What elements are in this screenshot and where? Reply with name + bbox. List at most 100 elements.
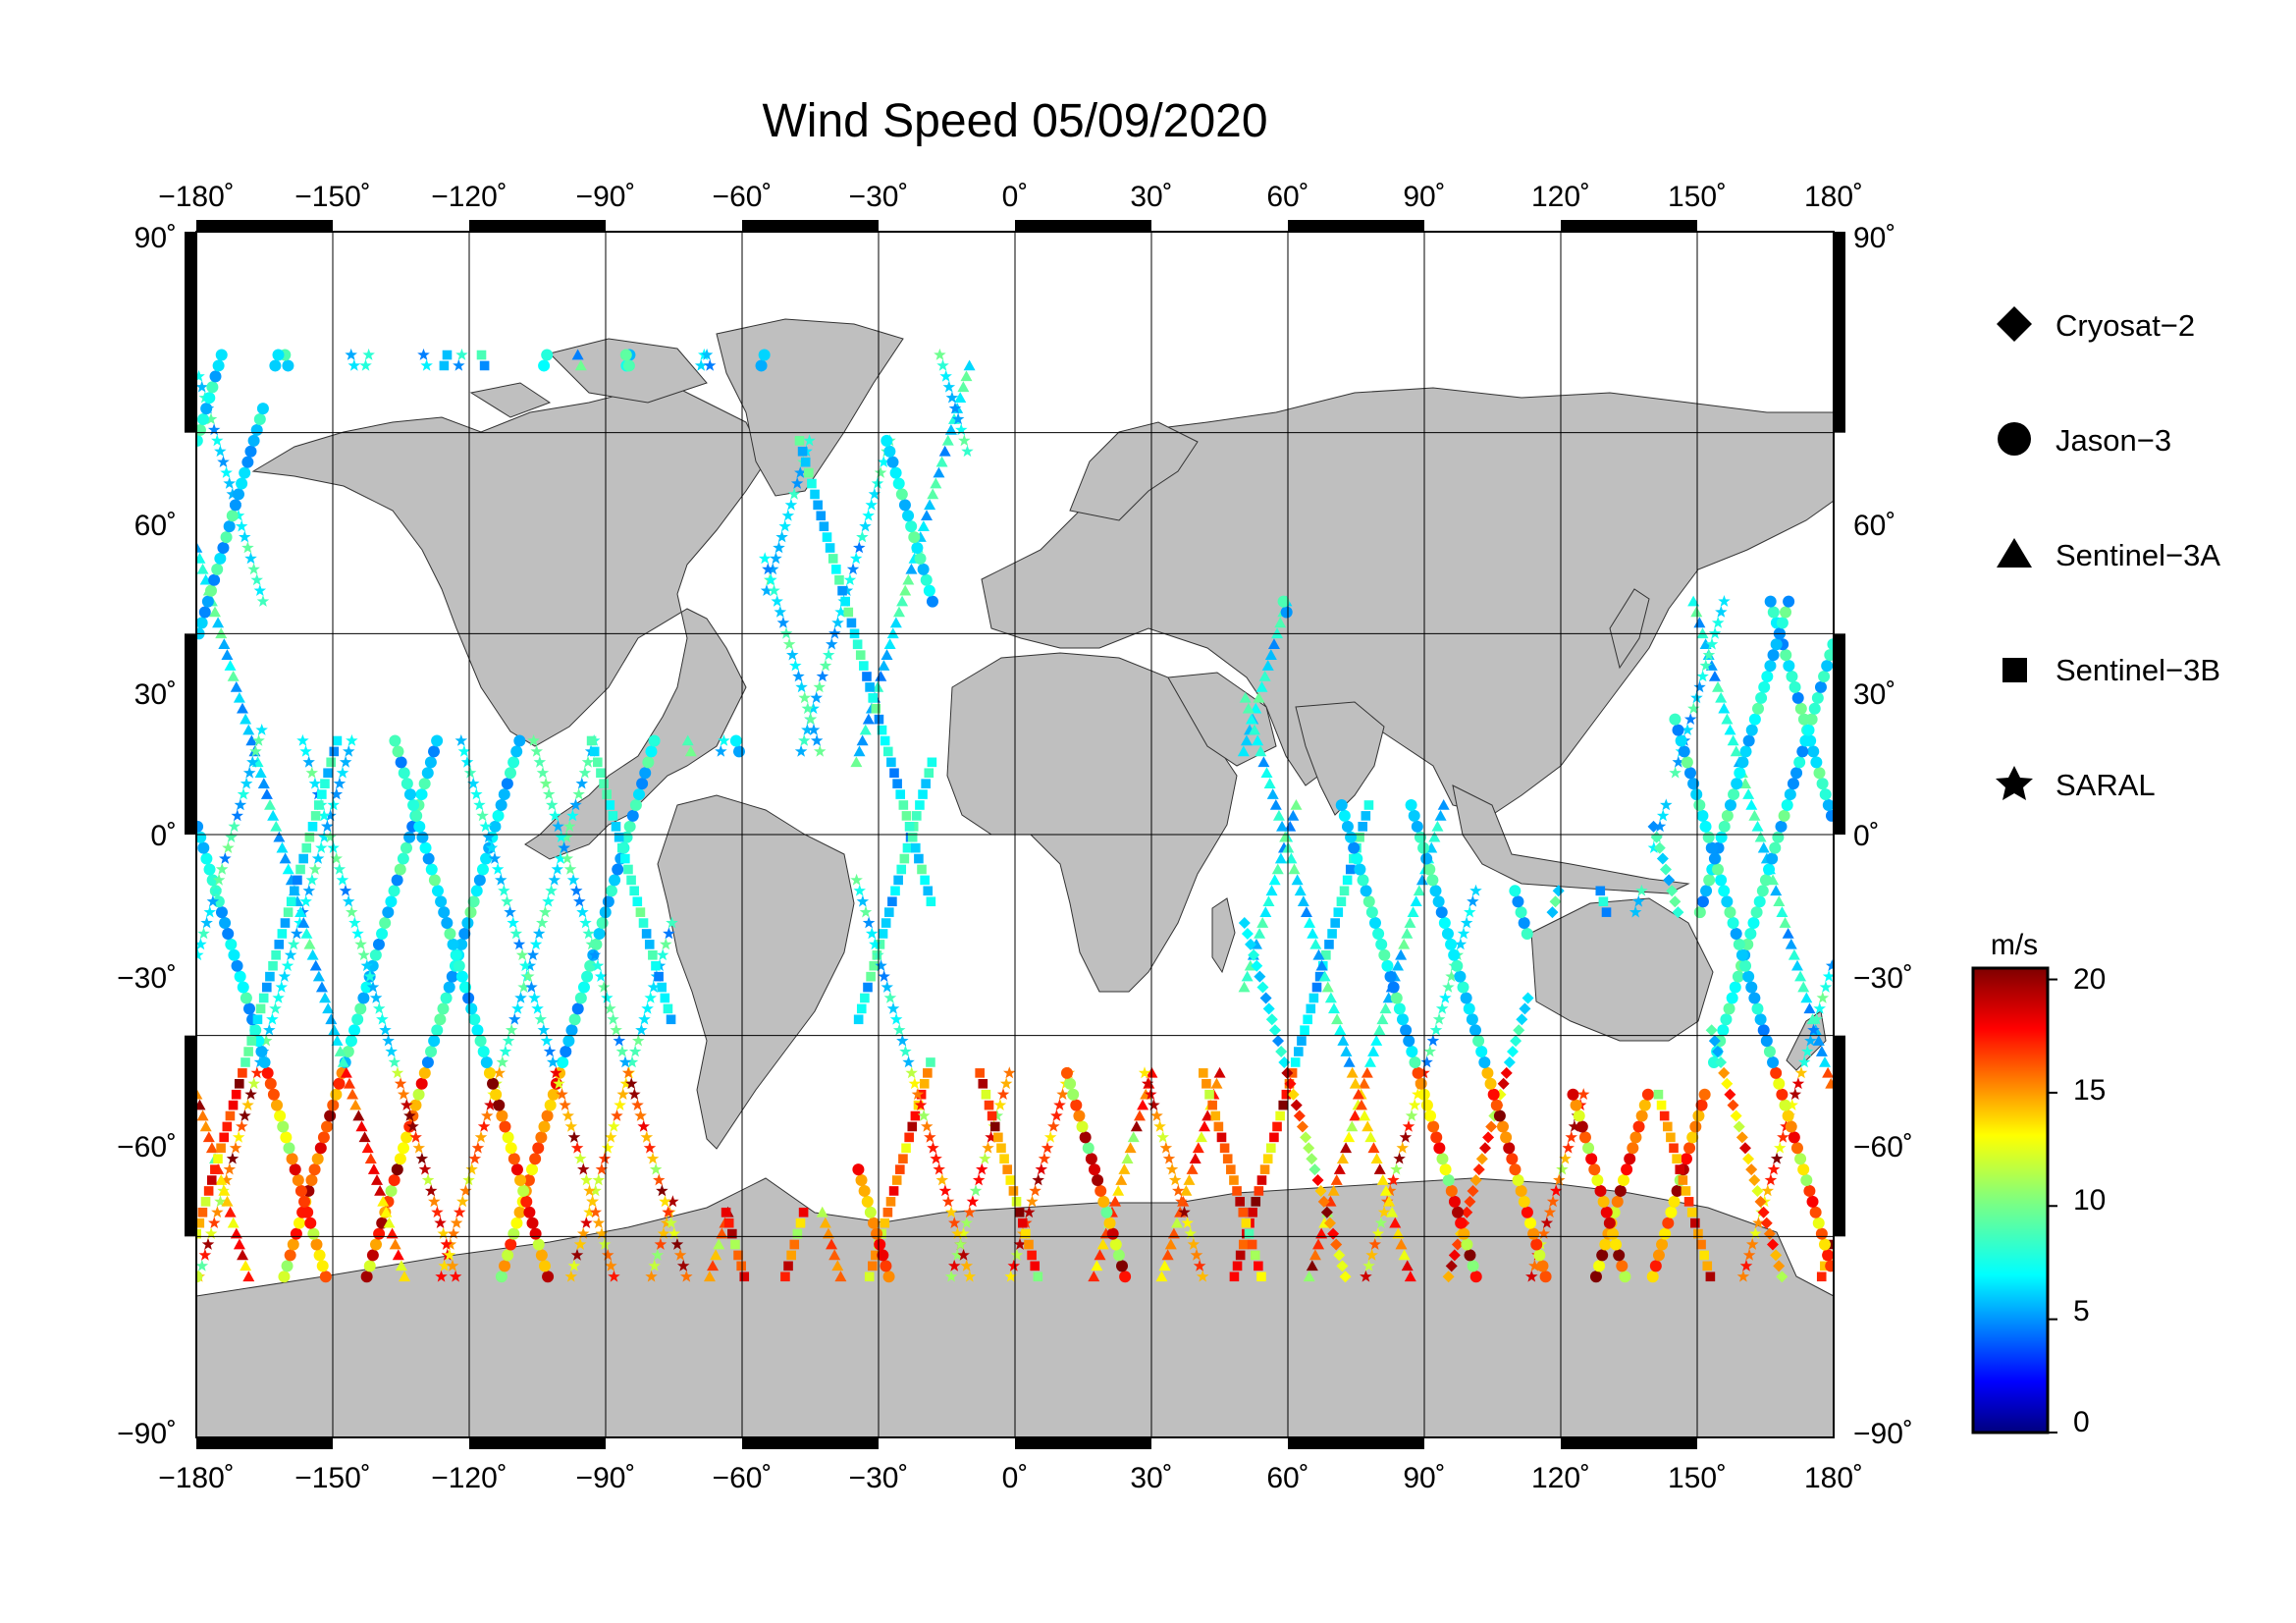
wind-speed-marker: [1802, 724, 1815, 736]
wind-speed-marker: [1252, 734, 1264, 746]
wind-speed-marker: [321, 1120, 334, 1133]
wind-speed-marker: [1601, 907, 1612, 917]
wind-speed-marker: [875, 670, 887, 681]
wind-speed-marker: [305, 1174, 318, 1187]
wind-speed-marker: [1675, 1164, 1685, 1174]
wind-speed-marker: [951, 1248, 964, 1261]
wind-speed-marker: [1112, 1249, 1125, 1262]
wind-speed-marker: [852, 1163, 865, 1176]
wind-speed-marker: [573, 1237, 587, 1250]
wind-speed-marker: [239, 1109, 251, 1121]
wind-speed-marker: [339, 755, 352, 768]
wind-speed-marker: [875, 959, 887, 972]
wind-speed-marker: [700, 348, 714, 360]
wind-speed-marker: [924, 1130, 936, 1143]
wind-speed-marker: [196, 1228, 201, 1239]
wind-speed-marker: [899, 853, 910, 864]
wind-speed-marker: [758, 349, 771, 361]
wind-speed-marker: [1432, 895, 1445, 908]
wind-speed-marker: [1789, 1088, 1802, 1100]
wind-speed-marker: [492, 809, 505, 822]
wind-speed-marker: [1190, 1248, 1203, 1261]
wind-speed-marker: [604, 1001, 616, 1014]
wind-speed-marker: [1308, 993, 1319, 1003]
wind-speed-marker: [244, 552, 257, 565]
wind-speed-marker: [1516, 1013, 1528, 1026]
wind-speed-marker: [593, 757, 603, 768]
wind-speed-marker: [441, 917, 454, 930]
wind-speed-marker: [1819, 1055, 1832, 1067]
wind-speed-marker: [1681, 724, 1694, 735]
wind-speed-marker: [1314, 1184, 1327, 1197]
wind-speed-marker: [274, 940, 285, 949]
wind-speed-marker: [385, 895, 398, 908]
wind-speed-marker: [917, 520, 930, 531]
wind-speed-marker: [1733, 938, 1745, 950]
wind-speed-marker: [1490, 1099, 1503, 1111]
wind-speed-marker: [1816, 778, 1829, 790]
wind-speed-marker: [418, 1163, 432, 1175]
wind-speed-marker: [1766, 1238, 1779, 1251]
wind-speed-marker: [509, 927, 523, 940]
wind-speed-marker: [1772, 831, 1785, 843]
wind-speed-marker: [330, 787, 344, 800]
wind-speed-marker: [583, 1206, 596, 1218]
wind-speed-marker: [210, 1164, 220, 1174]
wind-speed-marker: [1003, 1066, 1016, 1079]
wind-speed-marker: [611, 1109, 623, 1121]
frame-bar-segment: [1561, 220, 1697, 232]
wind-speed-marker: [1760, 1217, 1773, 1229]
wind-speed-marker: [418, 778, 431, 790]
wind-speed-marker: [957, 1248, 970, 1261]
top-tick-label: 90˚: [1403, 181, 1445, 213]
wind-speed-marker: [468, 1013, 481, 1026]
wind-speed-marker: [360, 981, 373, 994]
wind-speed-marker: [221, 649, 234, 660]
wind-speed-marker: [645, 1270, 658, 1282]
wind-speed-marker: [1356, 1099, 1368, 1110]
wind-speed-marker: [716, 1227, 728, 1239]
wind-speed-marker: [710, 1249, 722, 1261]
wind-speed-marker: [421, 1055, 434, 1068]
wind-speed-marker: [565, 1024, 578, 1037]
wind-speed-marker: [233, 691, 245, 703]
japan-land: [1609, 588, 1650, 670]
bottom-tick-label: 90˚: [1403, 1462, 1445, 1494]
wind-speed-marker: [222, 1121, 233, 1132]
wind-speed-marker: [1773, 1260, 1786, 1272]
frame-bar-segment: [196, 1437, 333, 1449]
wind-speed-marker: [1306, 1003, 1316, 1014]
wind-speed-marker: [1669, 895, 1682, 908]
wind-speed-marker: [1803, 1002, 1816, 1014]
wind-speed-marker: [324, 831, 337, 843]
wind-speed-marker: [886, 757, 896, 768]
wind-speed-marker: [536, 916, 549, 929]
wind-speed-marker: [1818, 1238, 1831, 1251]
wind-speed-marker: [431, 885, 444, 897]
wind-speed-marker: [246, 1036, 257, 1046]
wind-speed-marker: [206, 381, 219, 394]
wind-speed-marker: [268, 960, 278, 971]
wind-speed-marker: [987, 1110, 997, 1121]
wind-speed-marker: [523, 959, 537, 972]
wind-speed-marker: [1506, 1046, 1519, 1058]
wind-speed-marker: [576, 905, 589, 918]
wind-speed-marker: [583, 1184, 596, 1197]
wind-speed-marker: [538, 359, 551, 372]
wind-speed-marker: [803, 434, 816, 447]
wind-speed-marker: [212, 873, 226, 886]
wind-speed-marker: [1460, 916, 1473, 929]
wind-speed-marker: [571, 1002, 584, 1015]
wind-speed-marker: [346, 905, 358, 918]
wind-speed-marker: [563, 820, 576, 833]
wind-speed-marker: [1145, 1088, 1157, 1100]
wind-speed-marker: [1035, 1163, 1048, 1175]
wind-speed-marker: [1359, 1109, 1371, 1121]
wind-speed-marker: [326, 757, 336, 768]
wind-speed-marker: [1549, 895, 1562, 908]
wind-speed-marker: [197, 413, 210, 426]
wind-speed-marker: [1067, 1088, 1080, 1101]
wind-speed-marker: [1600, 1206, 1613, 1218]
wind-speed-marker: [869, 960, 880, 971]
wind-speed-marker: [228, 820, 240, 833]
